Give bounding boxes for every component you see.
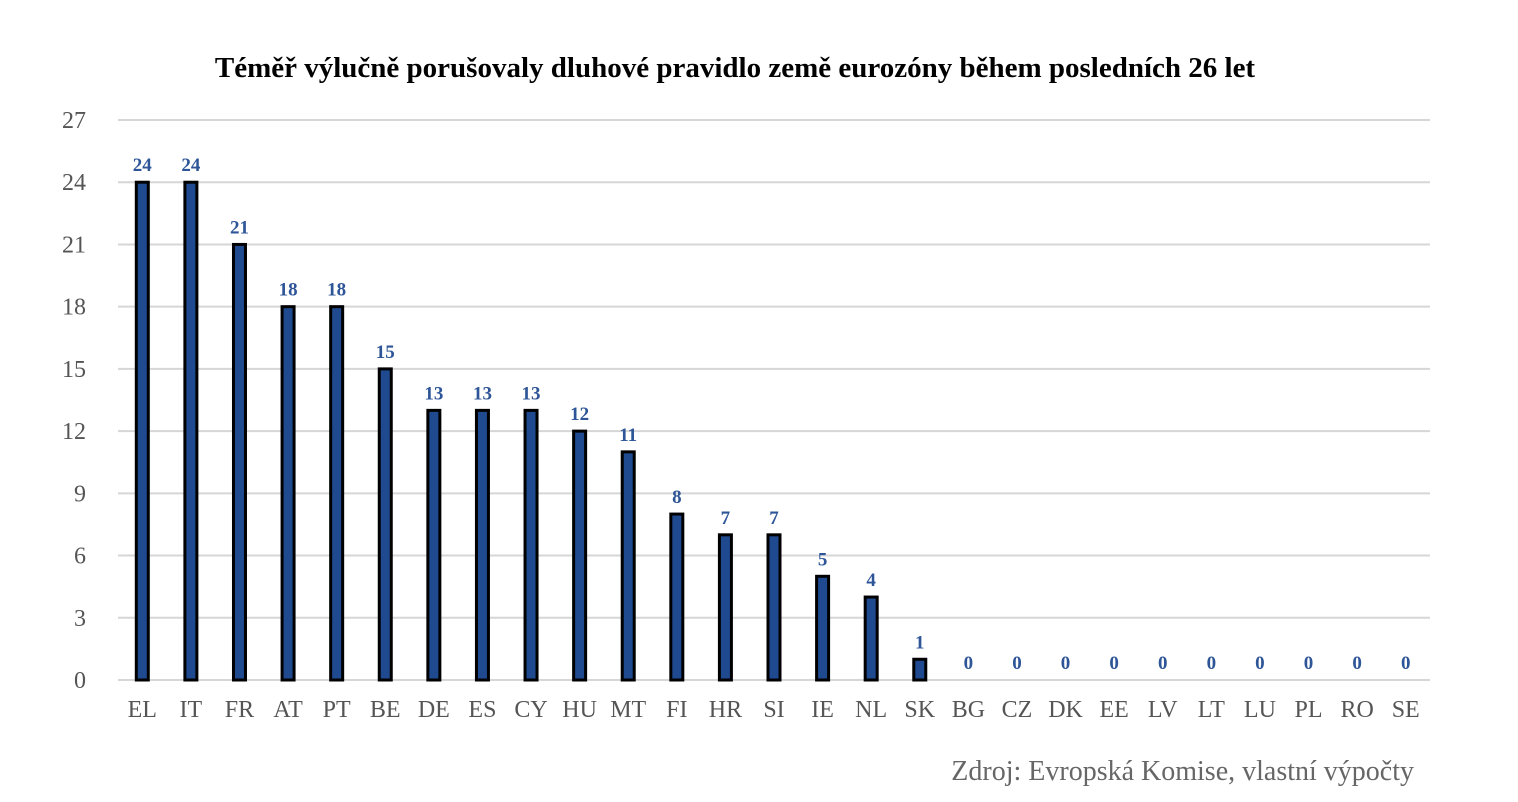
data-label-BG: 0: [964, 653, 974, 674]
x-tick-label-RO: RO: [1340, 697, 1373, 723]
x-axis-ticks: EL IT FR AT PT BE DE ES CY HU MT FI HR SI IE NL SK BG CZ DK…: [128, 697, 1420, 723]
x-tick-label-CY: CY: [514, 697, 547, 723]
data-label-PL: 0: [1304, 653, 1314, 674]
data-label-LV: 0: [1158, 653, 1168, 674]
data-label-NL: 4: [866, 570, 876, 591]
bar-FR: [231, 242, 247, 682]
data-label-ES: 13: [473, 383, 492, 404]
data-label-MT: 11: [619, 425, 637, 446]
bar-IE: [815, 574, 831, 682]
data-label-RO: 0: [1352, 653, 1362, 674]
x-tick-label-SI: SI: [763, 697, 784, 723]
data-label-DK: 0: [1061, 653, 1071, 674]
bar-SK: [912, 657, 928, 682]
data-label-EL: 24: [133, 155, 153, 176]
x-tick-label-LU: LU: [1244, 697, 1276, 723]
data-label-IT: 24: [181, 155, 201, 176]
chart-title: Téměř výlučně porušovaly dluhové pravidl…: [215, 52, 1256, 84]
x-tick-label-DK: DK: [1048, 697, 1083, 723]
x-tick-label-AT: AT: [273, 697, 303, 723]
data-label-HR: 7: [721, 508, 731, 529]
x-tick-label-HU: HU: [562, 697, 597, 723]
y-tick-label: 27: [62, 108, 86, 134]
y-tick-label: 6: [74, 544, 86, 570]
data-label-BE: 15: [376, 342, 395, 363]
bar-FI: [669, 512, 685, 682]
bar-BE: [377, 367, 393, 682]
x-tick-label-ES: ES: [468, 697, 496, 723]
x-tick-label-EL: EL: [128, 697, 157, 723]
y-tick-label: 3: [74, 606, 86, 632]
data-label-FI: 8: [672, 487, 682, 508]
y-tick-label: 18: [62, 295, 86, 321]
data-label-CY: 13: [522, 383, 541, 404]
y-axis-ticks: 0 3 6 9 12 15 18 21 24 27: [62, 108, 86, 694]
data-label-HU: 12: [570, 404, 589, 425]
data-label-SE: 0: [1401, 653, 1411, 674]
x-tick-label-HR: HR: [709, 697, 742, 723]
data-label-SK: 1: [915, 632, 925, 653]
y-tick-label: 21: [62, 232, 86, 258]
x-tick-label-CZ: CZ: [1002, 697, 1033, 723]
y-tick-label: 12: [62, 419, 86, 445]
x-tick-label-MT: MT: [610, 697, 646, 723]
bar-SI: [766, 533, 782, 682]
x-tick-label-LT: LT: [1198, 697, 1225, 723]
bar-NL: [863, 595, 879, 682]
x-tick-label-FI: FI: [666, 697, 687, 723]
data-label-EE: 0: [1109, 653, 1119, 674]
bar-MT: [620, 450, 636, 682]
x-tick-label-BG: BG: [952, 697, 985, 723]
data-label-SI: 7: [769, 508, 779, 529]
bar-EL: [134, 180, 150, 682]
data-label-LU: 0: [1255, 653, 1265, 674]
data-label-CZ: 0: [1012, 653, 1022, 674]
data-label-DE: 13: [424, 383, 443, 404]
bar-CY: [523, 408, 539, 682]
x-tick-label-EE: EE: [1099, 697, 1128, 723]
data-label-PT: 18: [327, 280, 346, 301]
x-tick-label-IE: IE: [811, 697, 834, 723]
source-note: Zdroj: Evropská Komise, vlastní výpočty: [951, 756, 1414, 787]
data-label-IE: 5: [818, 549, 828, 570]
x-tick-label-PL: PL: [1295, 697, 1323, 723]
x-tick-label-PT: PT: [323, 697, 351, 723]
x-tick-label-SK: SK: [904, 697, 935, 723]
data-label-FR: 21: [230, 217, 249, 238]
data-label-AT: 18: [279, 280, 298, 301]
x-tick-label-LV: LV: [1148, 697, 1178, 723]
x-tick-label-IT: IT: [180, 697, 203, 723]
bar-ES: [474, 408, 490, 682]
bar-DE: [426, 408, 442, 682]
data-label-LT: 0: [1207, 653, 1217, 674]
bar-HR: [717, 533, 733, 682]
data-labels: 24 24 21 18 18 15 13 13 13 12 11 8 7 7 5 4 1 0 0 0 0 0 0 0 0 0 0: [133, 155, 1411, 674]
bars: [134, 180, 928, 682]
y-tick-label: 24: [62, 170, 86, 196]
bar-AT: [280, 305, 296, 682]
y-tick-label: 9: [74, 481, 86, 507]
y-tick-label: 15: [62, 357, 86, 383]
x-tick-label-NL: NL: [855, 697, 887, 723]
x-tick-label-DE: DE: [418, 697, 450, 723]
x-tick-label-FR: FR: [225, 697, 254, 723]
x-tick-label-BE: BE: [370, 697, 401, 723]
y-tick-label: 0: [74, 668, 86, 694]
bar-HU: [572, 429, 588, 682]
bar-IT: [183, 180, 199, 682]
bar-PT: [329, 305, 345, 682]
x-tick-label-SE: SE: [1392, 697, 1420, 723]
